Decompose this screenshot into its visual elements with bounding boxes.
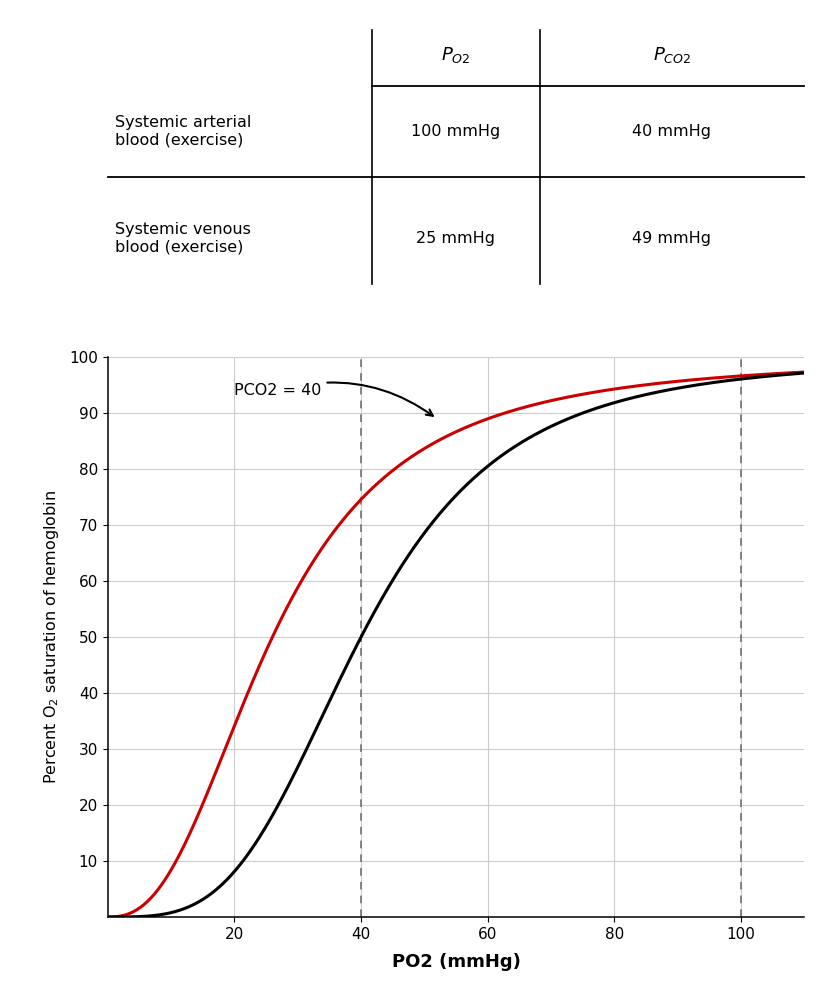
Text: Systemic venous
blood (exercise): Systemic venous blood (exercise): [114, 222, 250, 254]
Y-axis label: Percent O$_2$ saturation of hemoglobin: Percent O$_2$ saturation of hemoglobin: [41, 490, 60, 784]
Text: $P_{CO2}$: $P_{CO2}$: [652, 45, 691, 65]
Text: 40 mmHg: 40 mmHg: [632, 124, 710, 139]
X-axis label: PO2 (mmHg): PO2 (mmHg): [391, 952, 520, 971]
Text: Systemic arterial
blood (exercise): Systemic arterial blood (exercise): [114, 115, 251, 148]
Text: $P_{O2}$: $P_{O2}$: [440, 45, 470, 65]
Text: 49 mmHg: 49 mmHg: [632, 231, 710, 246]
Text: 25 mmHg: 25 mmHg: [416, 231, 495, 246]
Text: 100 mmHg: 100 mmHg: [411, 124, 500, 139]
Text: PCO2 = 40: PCO2 = 40: [234, 383, 432, 416]
